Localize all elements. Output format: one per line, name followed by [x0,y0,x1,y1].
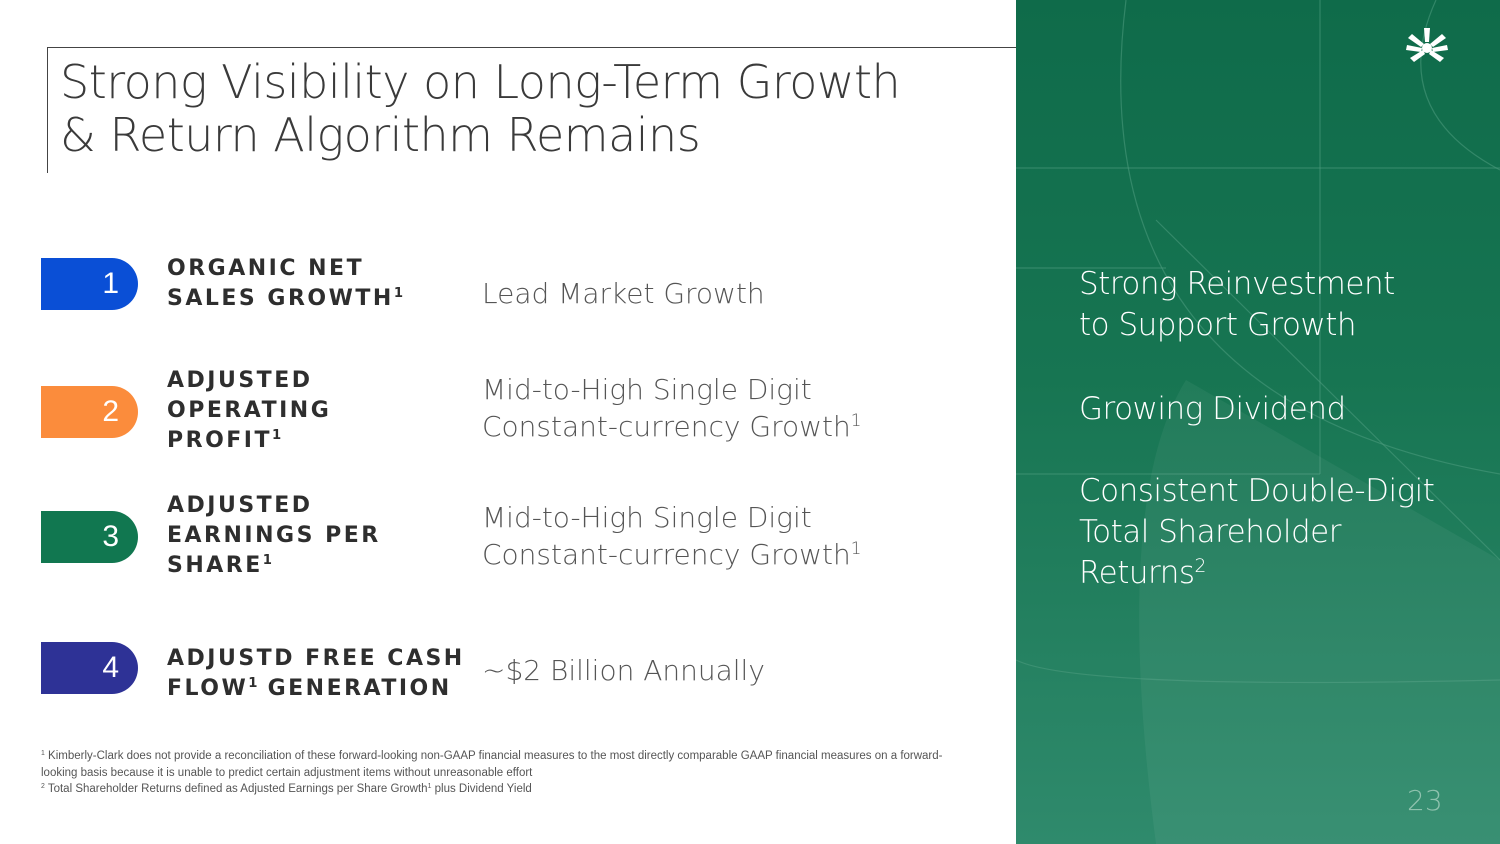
metric-label-1-line-2-text: SALES GROWTH [167,286,394,311]
metric-label-4: ADJUSTD FREE CASH FLOW1 GENERATION [167,644,467,704]
metric-label-2-line-3: PROFIT1 [167,426,467,456]
metric-label-2-line-1: ADJUSTED [167,368,313,393]
footnote-1-marker: 1 [41,749,45,757]
footnotes: 1 Kimberly-Clark does not provide a reco… [41,748,1011,798]
metric-value-3-line-2-text: Constant-currency Growth [482,538,851,571]
metric-label-2: ADJUSTED OPERATING PROFIT1 [167,366,467,456]
goal-reinvestment-line-1: Strong Reinvestment [1079,266,1395,302]
metric-value-2-line-2-text: Constant-currency Growth [482,410,851,443]
goal-shareholder-returns: Consistent Double-Digit Total Shareholde… [1079,471,1479,594]
goal-dividend-line-1: Growing Dividend [1079,391,1346,427]
footnote-ref: 1 [248,676,258,692]
metric-label-3-line-3: SHARE1 [167,551,467,581]
metric-value-2: Mid-to-High Single Digit Constant-curren… [482,371,982,445]
metric-label-2-line-3-text: PROFIT [167,428,272,453]
footnote-ref: 1 [850,409,862,430]
goal-shareholder-returns-line-2: Total Shareholder [1079,514,1341,550]
metric-value-1-line-1: Lead Market Growth [482,277,765,310]
footnote-2-text-b: plus Dividend Yield [431,783,532,795]
footnote-ref: 1 [850,537,862,558]
goal-dividend: Growing Dividend [1079,389,1479,430]
metric-label-3-line-2: EARNINGS PER [167,523,381,548]
metric-badge-4-number: 4 [102,651,119,684]
kimberly-clark-logo-icon [1406,28,1448,62]
metric-badge-3-number: 3 [102,520,119,553]
title-frame [47,47,1377,173]
metric-label-3-line-3-text: SHARE [167,553,263,578]
metric-label-4-line-1: ADJUSTD FREE CASH [167,646,465,671]
metric-value-3-line-2: Constant-currency Growth1 [482,536,982,573]
metric-value-3: Mid-to-High Single Digit Constant-curren… [482,499,982,573]
slide-title-line-2: & Return Algorithm Remains [60,108,701,162]
goal-shareholder-returns-line-1: Consistent Double-Digit [1079,473,1435,509]
metric-label-3: ADJUSTED EARNINGS PER SHARE1 [167,491,467,581]
metric-label-1: ORGANIC NET SALES GROWTH1 [167,254,467,314]
footnote-1-line-1: 1 Kimberly-Clark does not provide a reco… [41,748,1011,765]
metric-badge-2-number: 2 [102,395,119,428]
footnote-1-text-1: Kimberly-Clark does not provide a reconc… [48,750,943,762]
metric-value-4-line-1: ~$2 Billion Annually [482,654,765,687]
metric-label-3-line-1: ADJUSTED [167,493,313,518]
green-panel [1016,0,1500,844]
metric-badge-4: 4 [41,642,138,694]
footnote-2-text-a: Total Shareholder Returns defined as Adj… [47,783,428,795]
footnote-2-sup: 1 [427,782,432,790]
decorative-lines [1016,0,1500,844]
page-number: 23 [1407,784,1443,817]
slide-title-line-1: Strong Visibility on Long-Term Growth [60,55,901,109]
metric-label-4-line-2-text-a: FLOW [167,676,249,701]
metric-badge-2: 2 [41,386,138,438]
footnote-1-line-2: looking basis because it is unable to pr… [41,766,533,779]
metric-value-4: ~$2 Billion Annually [482,652,982,689]
goal-reinvestment-line-2: to Support Growth [1079,307,1357,343]
footnote-ref: 1 [272,428,282,444]
metric-value-2-line-2: Constant-currency Growth1 [482,408,982,445]
metric-label-1-line-2: SALES GROWTH1 [167,284,467,314]
goal-shareholder-returns-line-3: Returns2 [1079,553,1479,594]
footnote-ref: 1 [262,553,272,569]
metric-label-4-line-2: FLOW1 GENERATION [167,674,467,704]
metric-label-4-line-2-text-b: GENERATION [257,676,452,701]
metric-badge-1: 1 [41,258,138,310]
footnote-ref: 1 [393,286,403,302]
slide-title: Strong Visibility on Long-Term Growth & … [60,56,960,162]
footnote-2-marker: 2 [41,782,45,790]
goal-shareholder-returns-line-3-text: Returns [1079,555,1195,591]
goal-reinvestment: Strong Reinvestment to Support Growth [1079,264,1479,346]
metric-badge-1-number: 1 [102,267,119,300]
footnote-2: 2 Total Shareholder Returns defined as A… [41,781,1011,798]
metric-value-3-line-1: Mid-to-High Single Digit [482,501,812,534]
metric-label-2-line-2: OPERATING [167,398,332,423]
footnote-ref: 2 [1194,555,1207,577]
metric-value-2-line-1: Mid-to-High Single Digit [482,373,812,406]
metric-badge-3: 3 [41,511,138,563]
metric-label-1-line-1: ORGANIC NET [167,256,365,281]
metric-value-1: Lead Market Growth [482,275,982,312]
